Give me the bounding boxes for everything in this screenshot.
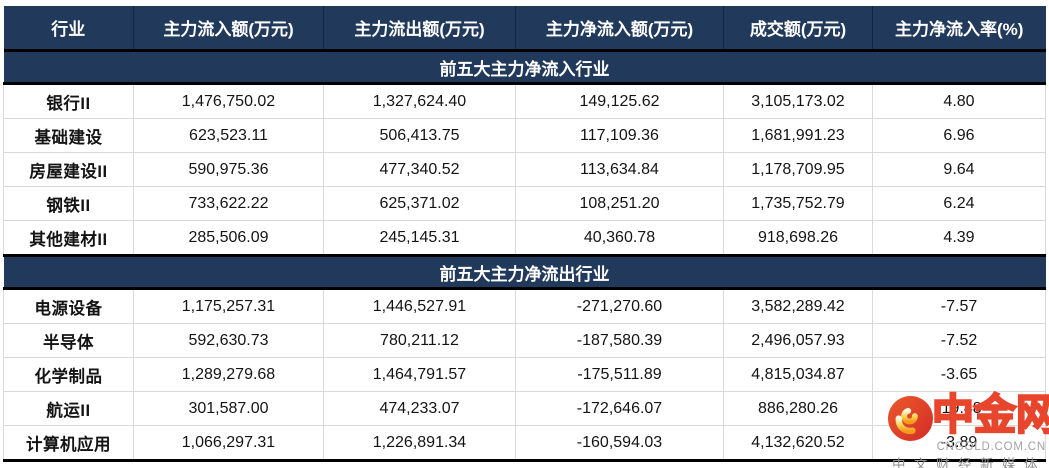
cell-net_inflow: -160,594.03 [515, 425, 724, 462]
table-row: 航运II 301,587.00 474,233.07 -172,646.07 886,2… [3, 391, 1046, 426]
cell-outflow: 474,233.07 [323, 391, 516, 426]
cell-outflow: 506,413.75 [323, 118, 516, 153]
cell-inflow: 733,622.22 [133, 186, 324, 221]
cell-outflow: 1,446,527.91 [323, 288, 516, 324]
cell-net_rate: -3.65 [872, 357, 1046, 392]
cell-industry: 计算机应用 [3, 425, 134, 462]
cell-turnover: 886,280.26 [723, 391, 873, 426]
cell-outflow: 625,371.02 [323, 186, 516, 221]
table-row: 钢铁II 733,622.22 625,371.02 108,251.20 1,735,… [3, 186, 1046, 221]
cell-inflow: 623,523.11 [133, 118, 324, 153]
cell-net_rate: 9.64 [872, 152, 1046, 187]
cell-turnover: 4,815,034.87 [723, 357, 873, 392]
cell-inflow: 1,066,297.31 [133, 425, 324, 462]
table-row: 半导体 592,630.73 780,211.12 -187,580.39 2,496,… [3, 323, 1046, 358]
col-header-net-inflow: 主力净流入额(万元) [515, 6, 724, 52]
cell-turnover: 4,132,620.52 [723, 425, 873, 462]
cell-net_inflow: 149,125.62 [515, 83, 724, 119]
cell-net_rate: -19.48 [872, 391, 1046, 426]
cell-turnover: 1,735,752.79 [723, 186, 873, 221]
col-header-industry: 行业 [3, 6, 134, 52]
col-header-turnover: 成交额(万元) [723, 6, 873, 52]
cell-net_inflow: 113,634.84 [515, 152, 724, 187]
table-row: 其他建材II 285,506.09 245,145.31 40,360.78 918,6… [3, 220, 1046, 257]
cell-outflow: 1,226,891.34 [323, 425, 516, 462]
cell-net_rate: -7.52 [872, 323, 1046, 358]
cell-outflow: 1,327,624.40 [323, 83, 516, 119]
cell-industry: 化学制品 [3, 357, 134, 392]
table-row: 银行II 1,476,750.02 1,327,624.40 149,125.62 3,… [3, 83, 1046, 119]
cell-turnover: 1,681,991.23 [723, 118, 873, 153]
cell-outflow: 477,340.52 [323, 152, 516, 187]
cell-industry: 电源设备 [3, 288, 134, 324]
cell-inflow: 592,630.73 [133, 323, 324, 358]
cell-inflow: 1,476,750.02 [133, 83, 324, 119]
cell-net_rate: 6.96 [872, 118, 1046, 153]
cell-industry: 钢铁II [3, 186, 134, 221]
cell-inflow: 285,506.09 [133, 220, 324, 257]
cell-net_inflow: 117,109.36 [515, 118, 724, 153]
cell-net_rate: 4.80 [872, 83, 1046, 119]
col-header-main-inflow: 主力流入额(万元) [133, 6, 324, 52]
cell-turnover: 3,582,289.42 [723, 288, 873, 324]
table-row: 基础建设 623,523.11 506,413.75 117,109.36 1,681,… [3, 118, 1046, 153]
table-row: 电源设备 1,175,257.31 1,446,527.91 -271,270.60 3… [3, 288, 1046, 324]
cell-industry: 航运II [3, 391, 134, 426]
cell-industry: 其他建材II [3, 220, 134, 257]
cell-net_inflow: -187,580.39 [515, 323, 724, 358]
cell-industry: 房屋建设II [3, 152, 134, 187]
section-title: 前五大主力净流出行业 [3, 254, 1046, 290]
cell-inflow: 590,975.36 [133, 152, 324, 187]
section-title-row: 前五大主力净流出行业 [3, 254, 1046, 290]
cell-turnover: 2,496,057.93 [723, 323, 873, 358]
cell-net_inflow: -271,270.60 [515, 288, 724, 324]
cell-turnover: 1,178,709.95 [723, 152, 873, 187]
table-row: 化学制品 1,289,279.68 1,464,791.57 -175,511.89 4… [3, 357, 1046, 392]
col-header-net-inflow-rate: 主力净流入率(%) [872, 6, 1046, 52]
cell-inflow: 1,289,279.68 [133, 357, 324, 392]
cell-net_rate: -3.89 [872, 425, 1046, 462]
cell-industry: 银行II [3, 83, 134, 119]
cell-industry: 半导体 [3, 323, 134, 358]
cell-turnover: 918,698.26 [723, 220, 873, 257]
cell-net_rate: 6.24 [872, 186, 1046, 221]
cell-inflow: 1,175,257.31 [133, 288, 324, 324]
cell-net_inflow: -172,646.07 [515, 391, 724, 426]
cell-outflow: 245,145.31 [323, 220, 516, 257]
cell-outflow: 780,211.12 [323, 323, 516, 358]
header-row: 行业 主力流入额(万元) 主力流出额(万元) 主力净流入额(万元) 成交额(万元… [3, 6, 1046, 52]
cell-net_rate: 4.39 [872, 220, 1046, 257]
table-row: 房屋建设II 590,975.36 477,340.52 113,634.84 1,17… [3, 152, 1046, 187]
cell-net_inflow: 40,360.78 [515, 220, 724, 257]
cell-net_rate: -7.57 [872, 288, 1046, 324]
cell-net_inflow: 108,251.20 [515, 186, 724, 221]
industry-capital-flow-table: 行业 主力流入额(万元) 主力流出额(万元) 主力净流入额(万元) 成交额(万元… [3, 6, 1046, 462]
cell-outflow: 1,464,791.57 [323, 357, 516, 392]
table-row: 计算机应用 1,066,297.31 1,226,891.34 -160,594.03… [3, 425, 1046, 462]
col-header-main-outflow: 主力流出额(万元) [323, 6, 516, 52]
section-title: 前五大主力净流入行业 [3, 49, 1046, 85]
cell-industry: 基础建设 [3, 118, 134, 153]
cell-net_inflow: -175,511.89 [515, 357, 724, 392]
section-title-row: 前五大主力净流入行业 [3, 49, 1046, 85]
cell-turnover: 3,105,173.02 [723, 83, 873, 119]
cell-inflow: 301,587.00 [133, 391, 324, 426]
